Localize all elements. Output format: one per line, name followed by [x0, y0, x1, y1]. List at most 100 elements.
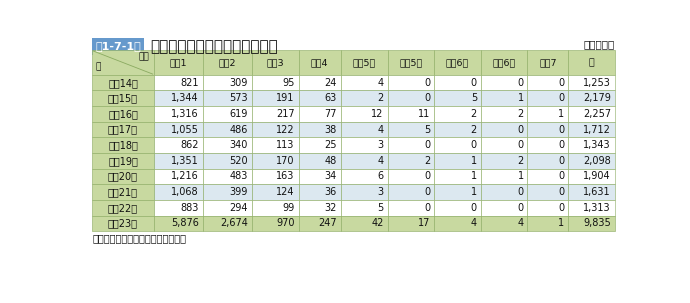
Text: 震度5弱: 震度5弱	[353, 58, 376, 67]
Text: 2,674: 2,674	[220, 218, 248, 228]
Text: 2: 2	[518, 156, 524, 166]
Bar	[252, 215, 299, 231]
Text: 0: 0	[424, 140, 431, 150]
Text: 震度3: 震度3	[266, 58, 284, 67]
Text: 124: 124	[276, 187, 295, 197]
Bar	[388, 153, 434, 169]
Bar	[434, 169, 481, 184]
Bar	[434, 184, 481, 200]
Text: 122: 122	[276, 125, 295, 135]
Text: 震度2: 震度2	[219, 58, 236, 67]
Text: 1: 1	[518, 171, 524, 181]
Text: 1,068: 1,068	[171, 187, 199, 197]
Text: 25: 25	[324, 140, 337, 150]
Bar	[481, 75, 527, 91]
Text: 4: 4	[377, 78, 384, 88]
Text: 38: 38	[325, 125, 337, 135]
Bar	[481, 122, 527, 137]
Bar	[299, 75, 341, 91]
Bar	[527, 215, 568, 231]
Text: 1,631: 1,631	[583, 187, 611, 197]
Bar	[252, 169, 299, 184]
Bar	[341, 200, 388, 215]
Text: 573: 573	[229, 93, 248, 103]
Text: 平成23年: 平成23年	[108, 218, 138, 228]
Text: 0: 0	[558, 93, 564, 103]
Bar	[252, 75, 299, 91]
Bar	[481, 106, 527, 122]
Bar	[527, 184, 568, 200]
Text: 520: 520	[229, 156, 248, 166]
Bar	[299, 169, 341, 184]
Text: 0: 0	[558, 125, 564, 135]
Text: 163: 163	[276, 171, 295, 181]
Bar	[299, 184, 341, 200]
Bar	[92, 122, 153, 137]
Bar	[341, 137, 388, 153]
Text: 2: 2	[471, 125, 477, 135]
Bar	[299, 137, 341, 153]
Bar	[341, 153, 388, 169]
Text: 平成14年: 平成14年	[108, 78, 138, 88]
Bar	[203, 184, 252, 200]
Bar	[92, 106, 153, 122]
Text: 0: 0	[518, 140, 524, 150]
Text: 平成22年: 平成22年	[108, 203, 138, 213]
Bar	[203, 91, 252, 106]
Text: 3: 3	[377, 187, 384, 197]
Bar	[203, 75, 252, 91]
Text: 0: 0	[424, 78, 431, 88]
Bar	[481, 91, 527, 106]
Text: 0: 0	[471, 78, 477, 88]
Bar	[252, 122, 299, 137]
Bar	[92, 215, 153, 231]
Text: 399: 399	[230, 187, 248, 197]
Text: 平成19年: 平成19年	[108, 156, 138, 166]
Bar	[153, 184, 203, 200]
Bar	[568, 153, 615, 169]
Bar	[388, 91, 434, 106]
Bar	[153, 106, 203, 122]
Bar	[434, 122, 481, 137]
Bar	[388, 50, 434, 75]
Text: 63: 63	[325, 93, 337, 103]
Bar	[388, 122, 434, 137]
Bar	[92, 137, 153, 153]
Text: 24: 24	[325, 78, 337, 88]
Text: 0: 0	[424, 171, 431, 181]
Text: 1,343: 1,343	[583, 140, 611, 150]
Text: 1,904: 1,904	[583, 171, 611, 181]
Text: 2,179: 2,179	[583, 93, 611, 103]
Text: 1,055: 1,055	[171, 125, 199, 135]
Text: 1,712: 1,712	[583, 125, 611, 135]
Bar	[92, 153, 153, 169]
Bar	[481, 137, 527, 153]
Bar	[341, 122, 388, 137]
Bar	[481, 169, 527, 184]
Text: 48: 48	[325, 156, 337, 166]
Text: 77: 77	[324, 109, 337, 119]
Text: 9,835: 9,835	[583, 218, 611, 228]
Text: 0: 0	[558, 203, 564, 213]
Bar	[252, 153, 299, 169]
Bar	[299, 200, 341, 215]
Text: 0: 0	[558, 171, 564, 181]
Text: 247: 247	[318, 218, 337, 228]
Bar	[568, 184, 615, 200]
Text: 2,098: 2,098	[583, 156, 611, 166]
Text: 0: 0	[518, 78, 524, 88]
Text: 340: 340	[230, 140, 248, 150]
Text: 2: 2	[424, 156, 431, 166]
Text: 11: 11	[418, 109, 431, 119]
Text: 1,253: 1,253	[583, 78, 611, 88]
Bar	[568, 106, 615, 122]
Text: 5,876: 5,876	[171, 218, 199, 228]
Text: 震度6強: 震度6強	[493, 58, 515, 67]
Text: 年: 年	[95, 63, 101, 72]
Text: 2: 2	[518, 109, 524, 119]
Text: 0: 0	[558, 187, 564, 197]
Bar	[527, 169, 568, 184]
Bar	[434, 50, 481, 75]
Bar	[153, 200, 203, 215]
Text: 1,344: 1,344	[171, 93, 199, 103]
